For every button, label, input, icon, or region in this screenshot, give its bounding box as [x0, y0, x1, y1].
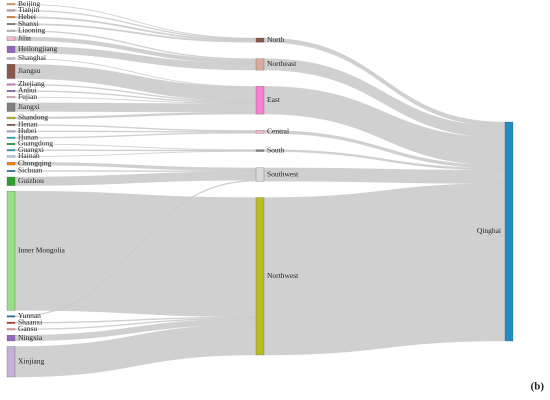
node: [6, 170, 16, 172]
flow: [263, 167, 506, 184]
node: [6, 130, 16, 133]
node-label: Gansu: [18, 324, 37, 333]
node: [6, 162, 16, 166]
node-label: Shanghai: [18, 53, 46, 62]
node-label: East: [267, 95, 281, 104]
node: [6, 83, 16, 86]
flow: [14, 112, 257, 120]
node-label: Hunan: [18, 133, 38, 142]
node-label: Beijing: [18, 0, 40, 8]
node-label: Central: [267, 127, 289, 136]
node-label: Chongqing: [18, 158, 52, 167]
node: [6, 328, 16, 331]
node: [504, 121, 514, 342]
node-label: Guangxi: [18, 145, 44, 154]
node: [6, 102, 16, 112]
panel-label: (b): [531, 381, 545, 393]
node: [6, 136, 16, 139]
node: [6, 346, 16, 378]
flow: [14, 171, 257, 186]
node-label: Northwest: [267, 271, 299, 280]
flow: [14, 170, 257, 172]
node-label: Hebei: [18, 12, 36, 21]
node: [6, 190, 16, 311]
node-label: Northeast: [267, 59, 297, 68]
node: [255, 86, 265, 115]
node: [6, 36, 16, 41]
node: [6, 321, 16, 324]
node-label: Fujian: [18, 92, 37, 101]
node-label: North: [267, 35, 285, 44]
links: [14, 3, 506, 378]
node: [6, 9, 16, 12]
node-label: Inner Mongolia: [18, 245, 66, 254]
node-label: Yunnan: [18, 311, 41, 320]
node-label: Xinjiang: [18, 356, 44, 365]
flow: [14, 64, 257, 102]
node-label: Shaanxi: [18, 318, 42, 327]
node-label: Heilongjiang: [18, 44, 57, 53]
node: [255, 167, 265, 182]
node: [6, 315, 16, 318]
node: [255, 149, 265, 152]
node: [6, 176, 16, 186]
node-label: Shanxi: [18, 19, 39, 28]
flow: [14, 149, 257, 152]
node: [6, 116, 16, 120]
node-label: Hubei: [18, 126, 36, 135]
node: [6, 335, 16, 342]
node-label: Jiangsu: [18, 66, 41, 75]
node: [6, 3, 16, 6]
node-label: Jilin: [18, 33, 31, 42]
node-label: Hainan: [18, 151, 40, 160]
node: [6, 90, 16, 92]
node: [255, 58, 265, 71]
node: [6, 23, 16, 25]
node-label: Guizhou: [18, 176, 44, 185]
node: [6, 57, 16, 60]
node-label: Anhui: [18, 86, 37, 95]
node-label: Liaoning: [18, 25, 45, 34]
node: [255, 37, 265, 43]
flow: [14, 102, 257, 113]
flow: [14, 150, 257, 157]
flow: [14, 132, 257, 139]
node: [6, 45, 16, 53]
node-label: Jiangxi: [18, 102, 40, 111]
node: [6, 29, 16, 32]
node: [255, 197, 265, 356]
node: [6, 149, 16, 152]
node-label: Guangdong: [18, 139, 53, 148]
node: [6, 16, 16, 19]
node: [6, 64, 16, 79]
node: [6, 143, 16, 145]
node: [6, 96, 16, 99]
node: [255, 130, 265, 134]
node-label: Tianjin: [18, 5, 40, 14]
node-label: Ningxia: [18, 333, 43, 342]
node: [6, 155, 16, 158]
node-label: South: [267, 145, 285, 154]
node-label: Qinghai: [477, 226, 501, 235]
node-label: Sichuan: [18, 166, 42, 175]
node-label: Zhejiang: [18, 79, 45, 88]
flow: [14, 124, 257, 132]
node-label: Southwest: [267, 169, 299, 178]
node-label: Henan: [18, 120, 38, 129]
flow: [263, 183, 506, 356]
node: [6, 123, 16, 126]
node-label: Shandong: [18, 113, 48, 122]
